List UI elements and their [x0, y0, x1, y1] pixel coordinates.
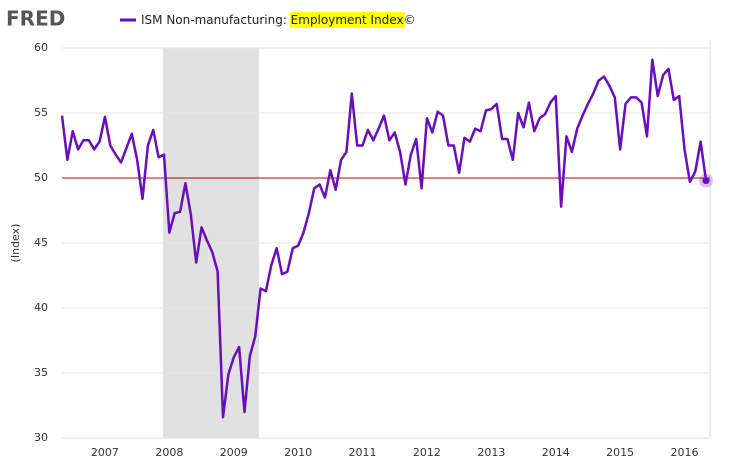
x-tick-label: 2009 [220, 446, 248, 459]
x-tick-label: 2012 [413, 446, 441, 459]
x-tick-label: 2010 [284, 446, 312, 459]
x-tick-label: 2015 [606, 446, 634, 459]
x-tick-label: 2011 [349, 446, 377, 459]
y-tick-label: 55 [34, 106, 48, 119]
y-tick-label: 35 [34, 366, 48, 379]
y-axis-label: (Index) [9, 224, 22, 263]
series-line [60, 58, 708, 419]
x-tick-label: 2007 [91, 446, 119, 459]
y-tick-label: 60 [34, 41, 48, 54]
title-highlight: Employment Index [291, 13, 404, 27]
y-tick-label: 45 [34, 236, 48, 249]
chart-title: ISM Non-manufacturing: Employment Index© [141, 13, 416, 27]
x-tick-label: 2013 [477, 446, 505, 459]
logo[interactable]: FRED [6, 7, 65, 31]
x-tick-label: 2016 [671, 446, 699, 459]
x-tick-label: 2014 [542, 446, 570, 459]
y-tick-label: 30 [34, 431, 48, 444]
title-highlight-bg [289, 12, 405, 28]
title-part: © [404, 13, 416, 27]
title-part: ISM Non-manufacturing: [141, 13, 291, 27]
y-tick-label: 50 [34, 171, 48, 184]
x-tick-label: 2008 [155, 446, 183, 459]
end-point [702, 177, 710, 185]
y-tick-label: 40 [34, 301, 48, 314]
